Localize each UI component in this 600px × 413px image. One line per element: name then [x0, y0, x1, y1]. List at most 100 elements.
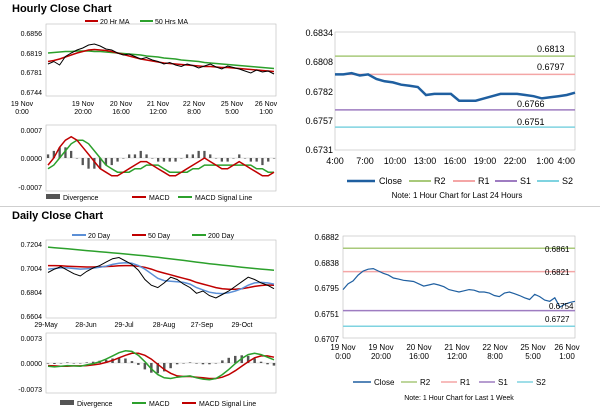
y-axis: 0.7204 0.7004 0.6804 0.6604 [21, 242, 43, 321]
y-tick-label: 0.6882 [315, 233, 340, 242]
x-axis: 19 Nov 0:00 19 Nov 20:00 20 Nov 16:00 21 No… [11, 101, 278, 116]
divergence-bar [266, 363, 269, 365]
divergence-bar [93, 158, 96, 169]
legend-label-signal: MACD Signal Line [195, 195, 252, 202]
legend-label-close: Close [374, 378, 395, 387]
series-layer [47, 43, 275, 75]
x-tick-label: 20 Nov 16:00 [406, 343, 431, 361]
y-tick-label: 0.6707 [315, 335, 340, 344]
y-tick-label: 0.6819 [21, 51, 43, 58]
x-tick-label: 22:00 [504, 156, 527, 166]
divergence-bar [162, 158, 166, 162]
x-tick-label: 22 Nov 8:00 [183, 101, 206, 116]
level-label-s2: 0.6751 [517, 117, 545, 127]
legend-swatch-divergence [60, 400, 74, 405]
x-tick-label: 19 Nov 0:00 [330, 343, 355, 361]
series-layer [46, 135, 276, 177]
divergence-bar [220, 158, 223, 162]
y-tick-label: 0.6795 [315, 284, 340, 293]
divergence-bar [110, 158, 113, 166]
legend: Close R2 R1 S1 S2 [347, 176, 573, 186]
divergence-bar [272, 363, 276, 366]
x-tick-label: 29-Oct [231, 322, 252, 329]
level-labels: 0.6813 0.6797 0.6766 0.6751 [517, 44, 565, 127]
y-axis: 0.0007 0.0000 -0.0007 [18, 128, 42, 192]
y-tick-label: 0.6751 [315, 310, 340, 319]
y-tick-label: 0.0000 [21, 156, 43, 163]
level-label-r1: 0.6821 [545, 268, 570, 277]
divergence-bar [195, 363, 198, 364]
divergence-bar [168, 158, 171, 162]
x-tick-label: 25 Nov 5:00 [520, 343, 545, 361]
divergence-bar [137, 363, 140, 365]
series-ma20 [47, 261, 275, 295]
divergence-bar [157, 158, 160, 162]
divergence-bar [72, 363, 76, 364]
divergence-bar [243, 158, 247, 159]
y-tick-label: 0.6604 [21, 314, 43, 321]
level-label-r2: 0.6813 [537, 44, 565, 54]
legend-label-macd: MACD [149, 401, 170, 408]
divergence-bar [226, 158, 229, 162]
divergence-bar [46, 363, 50, 364]
divergence-bar [145, 154, 148, 158]
legend-label-s2: S2 [536, 378, 546, 387]
series-macd [47, 350, 275, 381]
y-tick-label: 0.6744 [21, 90, 43, 97]
divergence-bar [156, 363, 159, 374]
divergence-bar [255, 158, 258, 162]
x-tick-label: 7:00 [356, 156, 374, 166]
divergence-bar [53, 363, 56, 364]
legend-label-r1: R1 [460, 378, 471, 387]
series-close [47, 256, 275, 299]
y-tick-label: 0.6757 [305, 116, 333, 126]
legend-label-divergence: Divergence [63, 195, 99, 202]
divergence-bar [209, 154, 212, 158]
daily-price-chart: 20 Day 50 Day 200 Day 0.7204 0.7004 0.68… [21, 233, 277, 329]
level-label-s2: 0.6727 [545, 315, 570, 324]
divergence-bar [58, 147, 61, 158]
x-tick-label: 4:00 [557, 156, 575, 166]
y-tick-label: 0.0073 [21, 336, 43, 343]
y-tick-label: 0.6834 [305, 28, 333, 38]
divergence-bar [272, 158, 276, 159]
x-tick-label: 4:00 [326, 156, 344, 166]
x-tick-label: 28-Jun [75, 322, 97, 329]
daily-section-title: Daily Close Chart [12, 210, 104, 222]
divergence-bar [128, 154, 131, 158]
y-axis: 0.6856 0.6819 0.6781 0.6744 [21, 31, 43, 97]
divergence-bar [52, 150, 55, 158]
y-tick-label: -0.0007 [18, 185, 42, 192]
legend-label-close: Close [379, 176, 402, 186]
legend-label-s2: S2 [562, 176, 573, 186]
legend: 20 Day 50 Day 200 Day [72, 233, 235, 240]
divergence-bar [221, 360, 224, 363]
level-labels: 0.6861 0.6821 0.6754 0.6727 [545, 245, 574, 324]
series-signal [47, 139, 274, 173]
y-tick-label: 0.6781 [21, 70, 43, 77]
x-tick-label: 19 Nov 20:00 [368, 343, 393, 361]
divergence-bar [59, 363, 63, 364]
divergence-bar [66, 362, 69, 363]
divergence-bar [246, 355, 250, 363]
divergence-bar [163, 363, 166, 372]
series-layer [335, 55, 576, 128]
legend-label-r1: R1 [478, 176, 490, 186]
series-ma200 [47, 246, 275, 271]
x-tick-label: 20 Nov 16:00 [110, 101, 133, 116]
divergence-bar [234, 355, 237, 363]
series-layer [47, 246, 275, 299]
divergence-bar [191, 154, 194, 158]
series-close [47, 43, 275, 75]
divergence-bar [238, 154, 241, 158]
divergence-bar [64, 147, 67, 158]
hourly-macd-chart: 0.0007 0.0000 -0.0007 Divergence MACD MA… [18, 124, 277, 202]
y-tick-label: 0.6838 [315, 259, 340, 268]
divergence-bar [197, 150, 200, 158]
legend-label-r2: R2 [434, 176, 446, 186]
plot-frame [334, 31, 576, 151]
series-close [342, 267, 576, 308]
divergence-bar [201, 363, 205, 365]
divergence-bar [124, 358, 127, 363]
divergence-bar [143, 363, 147, 370]
